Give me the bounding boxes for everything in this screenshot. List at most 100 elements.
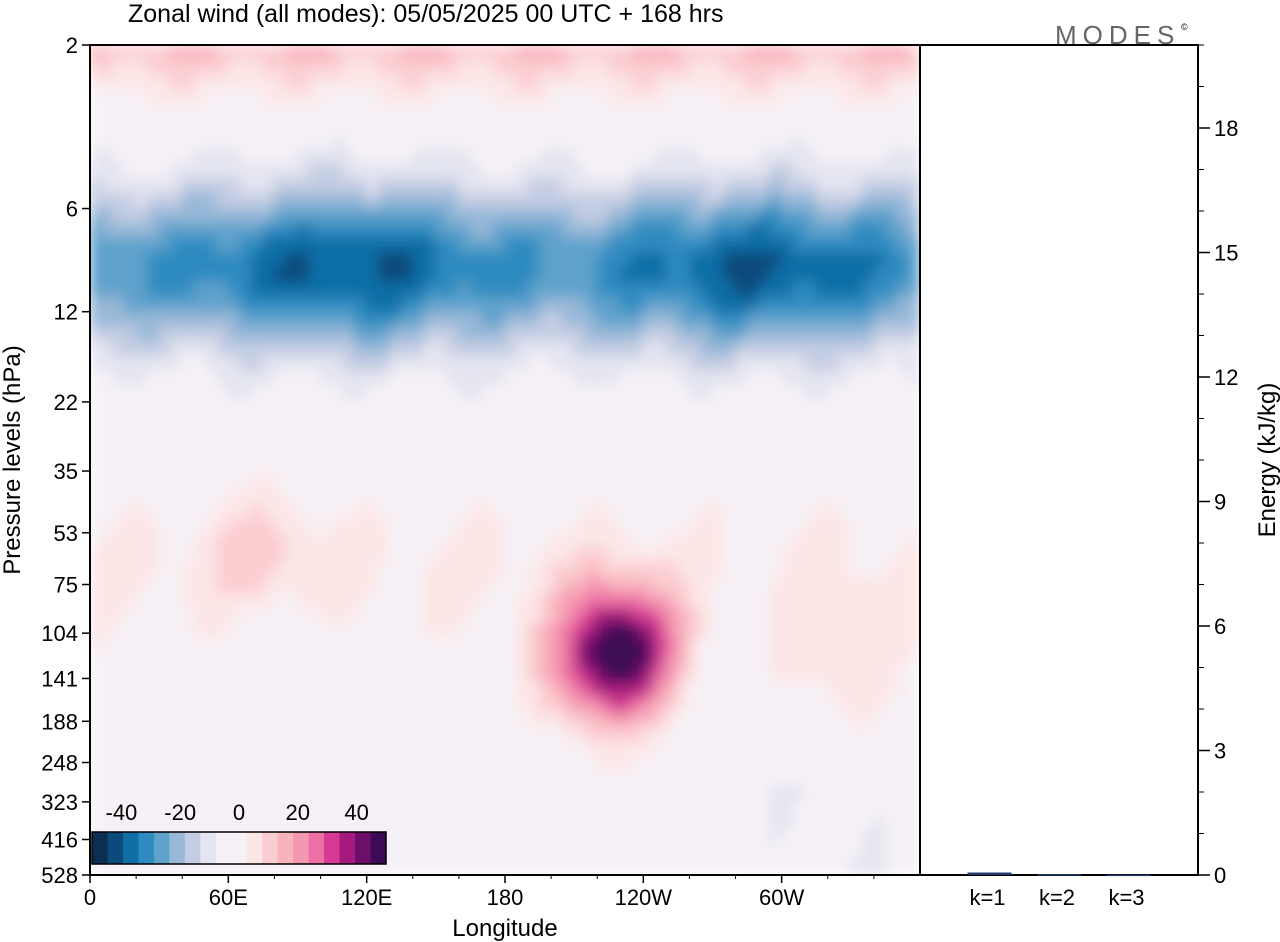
heatmap-cell xyxy=(665,785,679,802)
heatmap-cell xyxy=(377,74,391,90)
colorbar-tick-label: 40 xyxy=(344,800,368,825)
energy-bars: k=1 k=2 k=3 xyxy=(967,872,1151,910)
heatmap-cell xyxy=(861,103,875,120)
heatmap-cell xyxy=(562,59,575,76)
heatmap-cell xyxy=(400,59,414,76)
heatmap-cell xyxy=(262,237,275,253)
heatmap-cell xyxy=(654,474,667,491)
heatmap-cell xyxy=(608,74,621,90)
heatmap-cell xyxy=(746,237,760,253)
heatmap-cell xyxy=(239,237,252,253)
heatmap-cell xyxy=(354,503,368,520)
heatmap-cell xyxy=(516,74,529,90)
heatmap-cell xyxy=(688,163,702,179)
heatmap-cell xyxy=(884,592,898,609)
heatmap-cell xyxy=(170,311,183,328)
heatmap-cell xyxy=(170,785,183,802)
heatmap-cell xyxy=(838,548,852,565)
heatmap-cell xyxy=(700,370,713,387)
heatmap-cell xyxy=(112,311,126,328)
heatmap-cell xyxy=(539,370,552,387)
heatmap-cell xyxy=(608,400,621,417)
heatmap-cell xyxy=(539,578,552,594)
heatmap-cell xyxy=(354,652,368,668)
heatmap-cell xyxy=(562,563,575,580)
heatmap-cell xyxy=(492,311,506,328)
heatmap-cell xyxy=(101,474,114,491)
heatmap-cell xyxy=(366,770,379,787)
heatmap-cell xyxy=(204,563,218,580)
heatmap-cell xyxy=(815,578,829,594)
heatmap-cell xyxy=(446,45,460,61)
heatmap-cell xyxy=(227,296,241,313)
heatmap-cell xyxy=(193,118,206,135)
heatmap-cell xyxy=(354,237,368,253)
heatmap-cell xyxy=(665,340,679,357)
heatmap-cell xyxy=(712,429,725,446)
heatmap-cell xyxy=(585,844,598,861)
heatmap-cell xyxy=(884,207,898,224)
heatmap-cell xyxy=(815,726,829,743)
heatmap-cell xyxy=(377,266,391,283)
heatmap-cell xyxy=(193,400,206,417)
heatmap-cell xyxy=(884,355,898,372)
heatmap-cell xyxy=(712,607,725,624)
heatmap-cell xyxy=(712,340,725,357)
heatmap-cell xyxy=(239,207,252,224)
heatmap-cell xyxy=(654,800,667,817)
heatmap-cell xyxy=(181,637,195,654)
heatmap-cell xyxy=(723,652,737,668)
heatmap-cell xyxy=(216,103,229,120)
heatmap-cell xyxy=(896,474,909,491)
heatmap-cell xyxy=(539,489,552,505)
heatmap-cell xyxy=(481,237,494,253)
heatmap-cell xyxy=(712,177,725,194)
heatmap-cell xyxy=(815,785,829,802)
heatmap-cell xyxy=(262,785,275,802)
heatmap-cell xyxy=(481,548,494,565)
heatmap-cell xyxy=(400,444,414,461)
heatmap-cell xyxy=(458,607,471,624)
heatmap-cell xyxy=(769,503,783,520)
heatmap-cell xyxy=(769,474,783,491)
heatmap-cell xyxy=(458,755,471,772)
heatmap-cell xyxy=(550,296,564,313)
heatmap-cell xyxy=(907,681,920,698)
heatmap-cell xyxy=(792,607,806,624)
heatmap-cell xyxy=(193,607,206,624)
heatmap-cell xyxy=(273,355,287,372)
heatmap-cell xyxy=(331,503,345,520)
heatmap-cell xyxy=(746,429,760,446)
heatmap-cell xyxy=(539,592,552,609)
heatmap-cell xyxy=(838,192,852,209)
heatmap-cell xyxy=(320,711,333,728)
heatmap-cell xyxy=(147,385,160,402)
heatmap-cell xyxy=(516,163,529,179)
heatmap-cell xyxy=(250,741,264,757)
heatmap-cell xyxy=(907,296,920,313)
heatmap-cell xyxy=(861,281,875,298)
heatmap-cell xyxy=(308,800,322,817)
heatmap-cell xyxy=(112,711,126,728)
pressure-tick-label: 248 xyxy=(41,751,78,776)
heatmap-cell xyxy=(227,489,241,505)
heatmap-cell xyxy=(481,489,494,505)
heatmap-cell xyxy=(366,711,379,728)
heatmap-cell xyxy=(573,266,587,283)
heatmap-cell xyxy=(492,133,506,150)
heatmap-cell xyxy=(712,489,725,505)
heatmap-cell xyxy=(850,815,863,832)
heatmap-cell xyxy=(262,296,275,313)
heatmap-cell xyxy=(412,370,425,387)
heatmap-cell xyxy=(758,518,771,535)
heatmap-cell xyxy=(112,59,126,76)
heatmap-cell xyxy=(101,355,114,372)
heatmap-cell xyxy=(135,800,149,817)
heatmap-cell xyxy=(262,266,275,283)
heatmap-cell xyxy=(688,281,702,298)
heatmap-cell xyxy=(147,459,160,476)
heatmap-cell xyxy=(101,800,114,817)
heatmap-cell xyxy=(504,563,518,580)
heatmap-cell xyxy=(331,311,345,328)
heatmap-cell xyxy=(147,74,160,90)
